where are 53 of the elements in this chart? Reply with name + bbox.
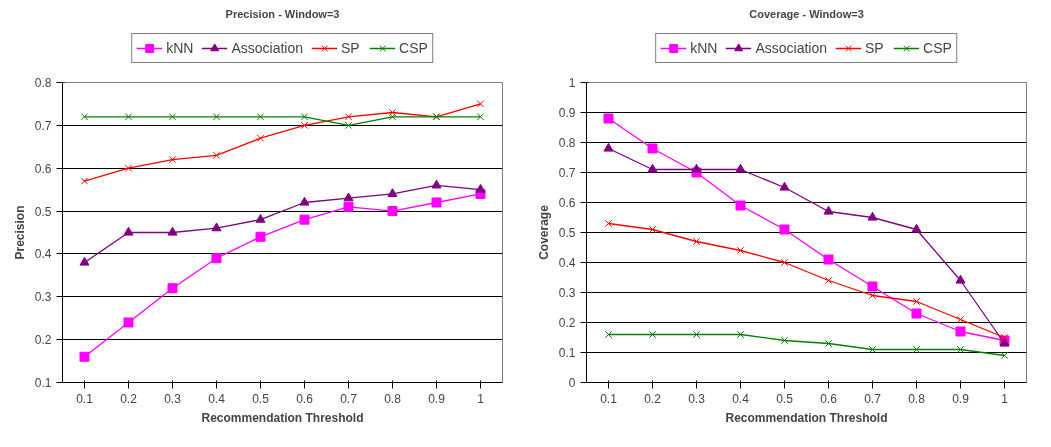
legend-label: Association bbox=[231, 40, 304, 56]
y-tick-label: 0.3 bbox=[558, 286, 576, 300]
x-tick-label: 0.7 bbox=[864, 391, 882, 406]
legend-label: SP bbox=[865, 40, 885, 56]
x-tick-label: 0.4 bbox=[732, 391, 750, 406]
y-axis-title: Precision bbox=[12, 205, 27, 260]
x-tick-label: 0.5 bbox=[776, 391, 794, 406]
chart-title: Coverage - Window=3 bbox=[749, 7, 864, 20]
legend-label: SP bbox=[341, 40, 361, 56]
y-tick-label: 0.1 bbox=[558, 346, 576, 360]
y-tick-label: 0 bbox=[568, 376, 576, 390]
chart-title: Precision - Window=3 bbox=[225, 7, 340, 20]
x-tick-label: 0.2 bbox=[644, 391, 662, 406]
x-tick-label: 0.1 bbox=[600, 391, 618, 406]
y-tick-label: 0.8 bbox=[558, 136, 576, 150]
x-tick-label: 0.6 bbox=[820, 391, 838, 406]
y-tick-label: 0.6 bbox=[558, 196, 576, 210]
y-tick-label: 0.8 bbox=[34, 76, 52, 90]
x-tick-label: 0.4 bbox=[208, 391, 226, 406]
legend-label: kNN bbox=[690, 40, 718, 56]
y-tick-label: 0.7 bbox=[34, 118, 52, 133]
x-tick-label: 1 bbox=[477, 391, 485, 406]
x-tick-label: 0.1 bbox=[76, 391, 94, 406]
x-axis-title: Recommendation Threshold bbox=[725, 410, 888, 425]
y-tick-label: 1 bbox=[568, 76, 576, 90]
y-tick-label: 0.5 bbox=[558, 226, 576, 240]
x-tick-label: 1 bbox=[1001, 391, 1009, 406]
y-axis-title: Coverage bbox=[536, 204, 551, 260]
x-tick-label: 0.6 bbox=[296, 391, 314, 406]
y-tick-label: 0.9 bbox=[558, 106, 576, 120]
x-axis-title: Recommendation Threshold bbox=[201, 410, 364, 425]
legend-label: CSP bbox=[923, 40, 952, 56]
x-tick-label: 0.9 bbox=[428, 391, 446, 406]
x-tick-label: 0.5 bbox=[252, 391, 270, 406]
y-tick-label: 0.1 bbox=[34, 376, 52, 390]
legend-label: CSP bbox=[399, 40, 428, 56]
x-tick-label: 0.3 bbox=[688, 391, 706, 406]
y-tick-label: 0.7 bbox=[558, 166, 576, 180]
x-tick-label: 0.3 bbox=[164, 391, 182, 406]
x-tick-label: 0.9 bbox=[952, 391, 970, 406]
legend-label: Association bbox=[755, 40, 828, 56]
y-tick-label: 0.2 bbox=[34, 333, 52, 348]
y-tick-label: 0.6 bbox=[34, 161, 52, 176]
x-tick-label: 0.8 bbox=[384, 391, 402, 406]
x-tick-label: 0.8 bbox=[908, 391, 926, 406]
y-tick-label: 0.4 bbox=[34, 247, 52, 262]
x-tick-label: 0.7 bbox=[340, 391, 358, 406]
x-tick-label: 0.2 bbox=[120, 391, 138, 406]
y-tick-label: 0.3 bbox=[34, 290, 52, 305]
y-tick-label: 0.4 bbox=[558, 256, 576, 270]
y-tick-label: 0.2 bbox=[558, 316, 576, 330]
y-tick-label: 0.5 bbox=[34, 204, 52, 219]
legend-label: kNN bbox=[166, 40, 194, 56]
